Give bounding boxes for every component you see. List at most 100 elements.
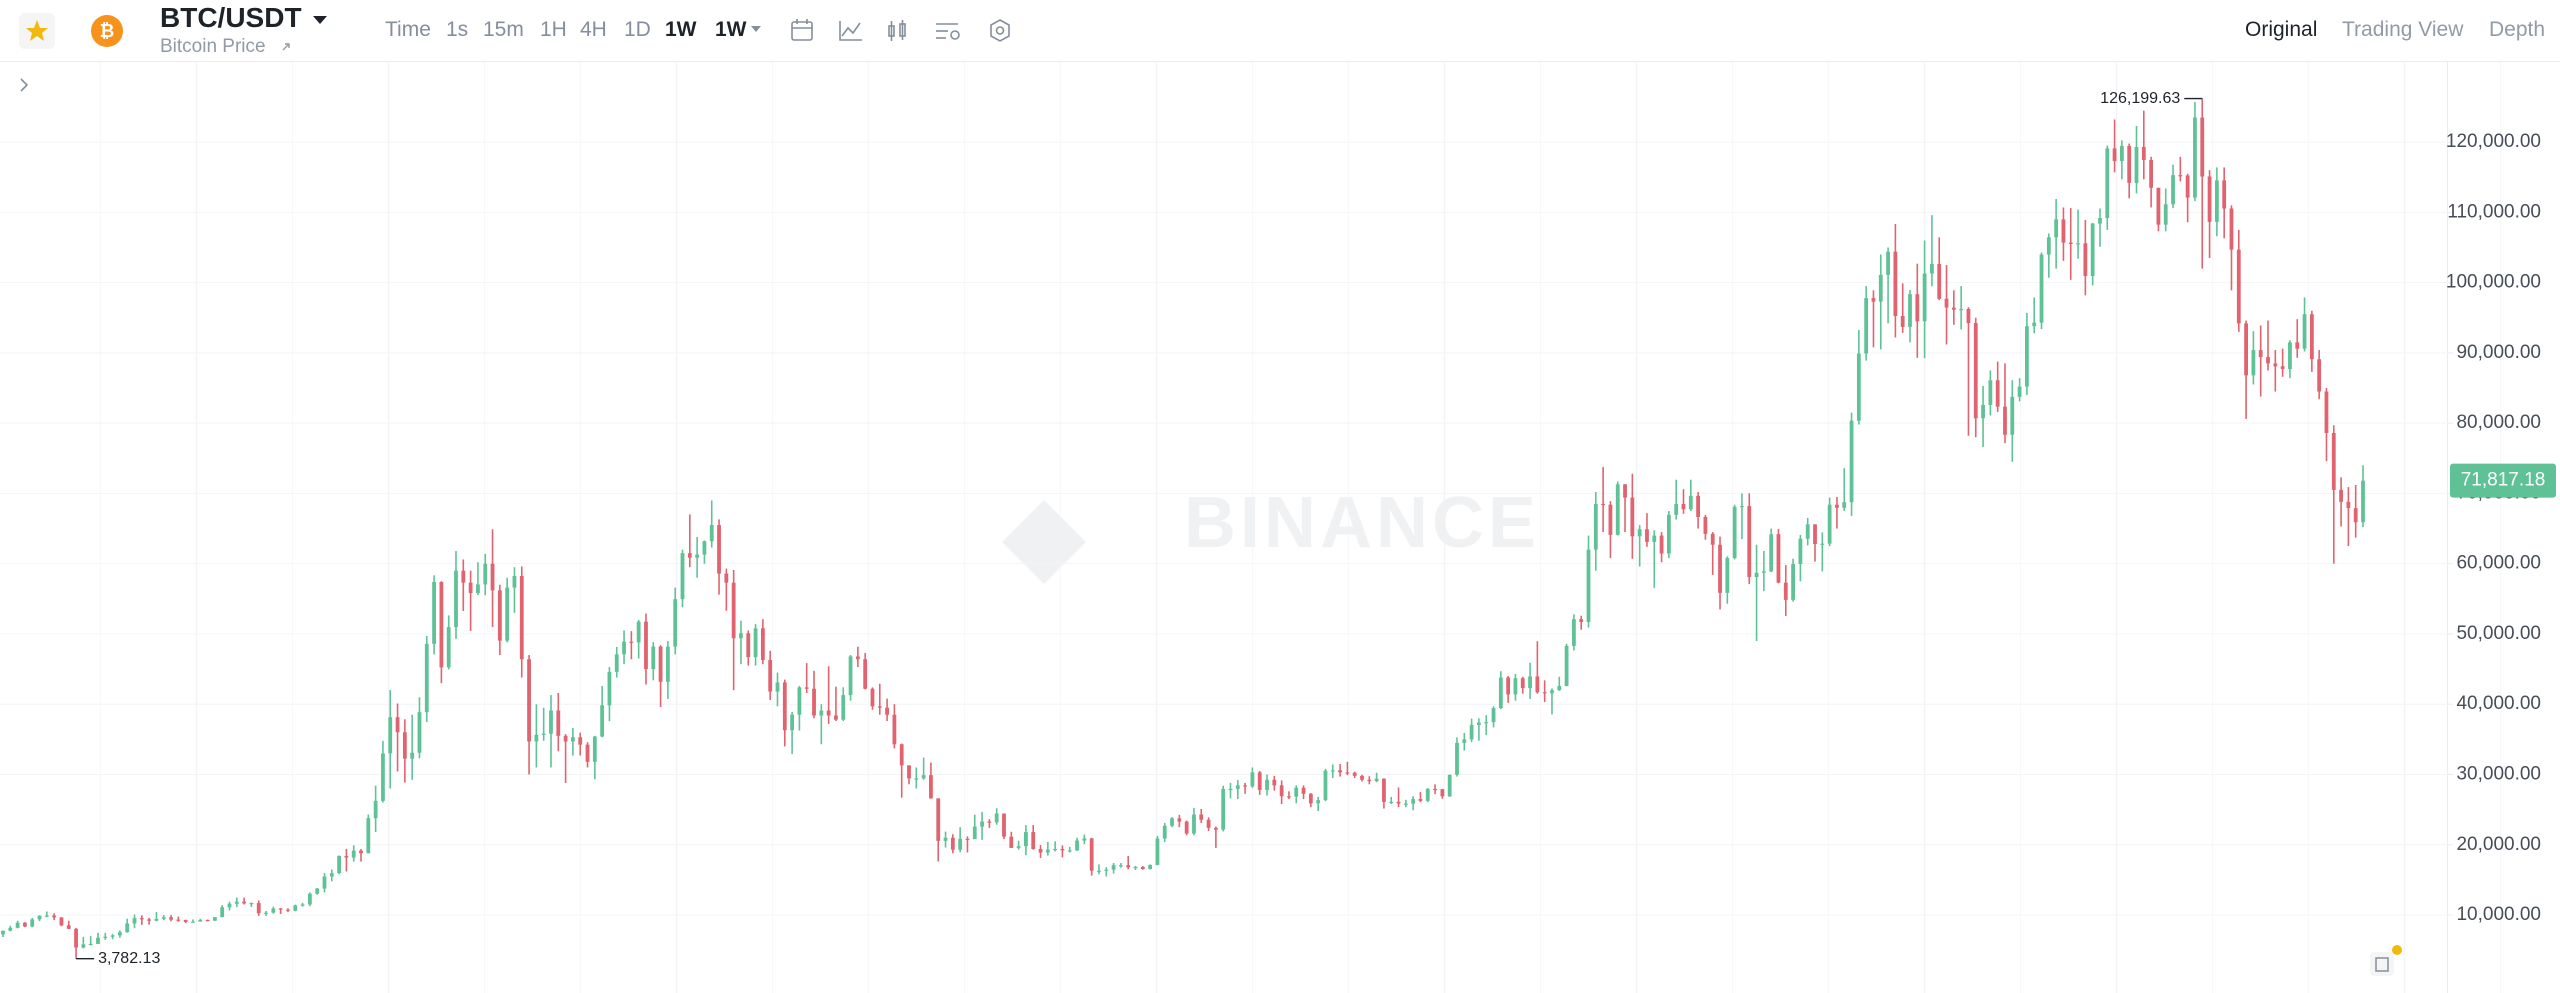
indicator-icon[interactable] [839,21,862,41]
interval-option[interactable]: 1W [665,18,697,41]
candle-body [1820,543,1825,545]
candle-body [2317,359,2322,392]
candle-body [410,752,415,759]
candle-body [1615,484,1620,535]
candle-body [1089,838,1094,871]
candle-body [1031,832,1036,849]
candle-body [556,710,561,736]
y-tick-label: 10,000.00 [2456,904,2541,925]
candle-body [2222,180,2227,209]
interval-option[interactable]: 15m [483,18,524,41]
candle-body [695,554,700,558]
candle-body [1155,838,1160,865]
candle-body [402,732,407,759]
candle-body [139,918,144,920]
candle-body [929,775,933,799]
view-option[interactable]: Depth [2489,18,2546,41]
candle-body [2229,208,2234,250]
candle-body [607,671,612,706]
view-option[interactable]: Original [2245,18,2318,41]
candle-body [1535,676,1540,693]
settings-icon[interactable] [990,19,1010,42]
header: ₿ BTC/USDT Bitcoin Price 1W Time 1s 15m 1H 4… [0,0,2560,62]
interval-option[interactable]: 1H [540,18,567,41]
candle-body [1827,504,1832,544]
candle-body [1813,524,1817,545]
interval-option[interactable]: 1D [624,18,651,41]
candle-body [1776,534,1781,583]
candle-body [965,838,970,840]
calendar-icon[interactable] [791,19,813,41]
candle-body [1257,772,1262,790]
candle-body [395,717,400,733]
candle-body [1659,535,1664,554]
y-tick-label: 40,000.00 [2456,693,2541,714]
symbol[interactable]: BTC/USDT [160,2,302,33]
candle-body [1396,801,1401,804]
candle-body [1053,848,1058,851]
candle-body [1162,825,1167,839]
symbol-dropdown[interactable] [312,12,328,28]
candle-body [2017,386,2022,397]
candle-body [1374,778,1379,782]
candle-body [432,581,436,644]
candle-body [1192,814,1196,834]
candle-body [176,919,181,921]
interval-option[interactable]: 4H [580,18,607,41]
candle-body [2127,145,2132,183]
chart-type-icon[interactable] [888,20,906,41]
candle-body [1922,273,1927,322]
candle-body [2119,145,2124,162]
candle-body [1287,796,1291,798]
candle-body [1118,865,1123,867]
candle-body [2156,187,2161,225]
favorite-star[interactable] [18,12,56,50]
candle-body [1710,533,1715,545]
candle-body [2076,243,2080,245]
candle-body [848,656,853,696]
candle-body [439,581,444,668]
expand-panel[interactable] [20,78,29,92]
candle-body [1528,676,1532,689]
y-tick-label: 50,000.00 [2456,623,2541,644]
y-tick-label: 100,000.00 [2446,272,2541,293]
candle-body [1389,801,1394,804]
candle-body [1564,645,1569,686]
candle-body [527,659,531,742]
candle-body [2258,350,2263,358]
settings-list-icon[interactable] [936,23,960,40]
candle-body [950,837,955,850]
interval-option[interactable]: 1s [446,18,469,41]
candle-body [1455,742,1459,775]
candle-body [644,621,648,670]
candle-body [2207,176,2212,222]
candle-body [1754,572,1759,578]
candle-body [1725,558,1730,593]
view-option[interactable]: Trading View [2342,18,2464,41]
interval-dropdown[interactable] [750,24,762,34]
candle-body [1272,779,1277,786]
candle-body [1601,503,1606,506]
candle-body [2280,366,2285,370]
candle-body [1184,821,1189,834]
candle-body [1213,827,1218,830]
candle-body [541,733,546,735]
candle-body [1411,799,1416,804]
candle-body [1761,571,1766,573]
candle-body [198,919,203,922]
candle-body [1367,779,1372,782]
candle-body [1915,294,1920,322]
candle-body [30,919,35,927]
candle-body [1097,870,1101,872]
y-tick-label: 20,000.00 [2456,834,2541,855]
candle-body [775,682,780,692]
candle-body [1703,516,1708,534]
candle-body [1652,535,1657,542]
candle-body [307,893,312,905]
candle-body [512,575,517,588]
interval-menu[interactable]: 1W [715,18,747,41]
order-book-icon[interactable] [2370,945,2402,976]
candle-body [23,922,27,927]
candle-body [1973,323,1978,419]
subtitle[interactable]: Bitcoin Price [160,36,266,57]
